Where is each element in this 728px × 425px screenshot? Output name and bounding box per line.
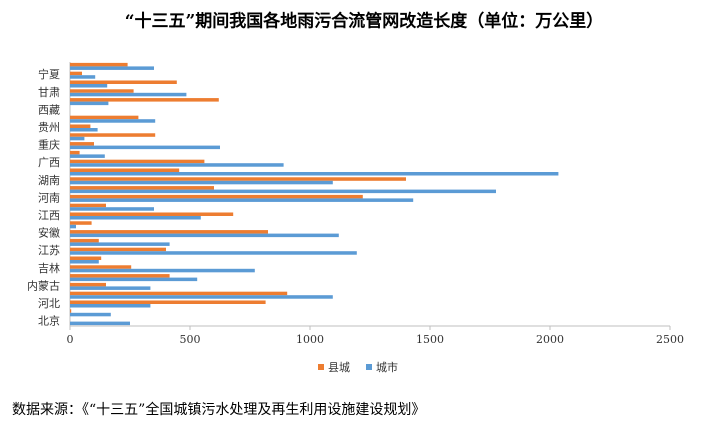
bar	[70, 128, 98, 132]
bar	[70, 304, 151, 308]
x-tick-label: 500	[180, 333, 201, 346]
y-tick-label: 吉林	[38, 261, 60, 275]
bar	[70, 177, 406, 181]
bar	[70, 212, 234, 216]
bar	[70, 98, 219, 102]
y-tick-label: 北京	[38, 314, 60, 328]
x-tick-label: 1500	[416, 333, 444, 346]
bar	[70, 168, 180, 172]
bar	[70, 291, 288, 296]
bar	[70, 186, 214, 190]
bar	[70, 277, 198, 282]
bar	[70, 233, 339, 238]
bar	[70, 295, 333, 299]
bar	[70, 194, 363, 199]
bar	[70, 84, 108, 88]
legend-label: 城市	[376, 360, 398, 374]
bar	[70, 119, 156, 123]
bar	[70, 282, 106, 287]
y-tick-label: 广西	[38, 156, 60, 169]
bar	[70, 247, 166, 252]
legend-swatch	[318, 364, 324, 370]
y-tick-label: 湖南	[38, 174, 60, 187]
bar	[70, 66, 154, 70]
bar	[70, 207, 154, 211]
bar	[70, 216, 201, 220]
bar	[70, 300, 266, 304]
legend-swatch	[366, 364, 372, 370]
bar	[70, 159, 205, 164]
bar	[70, 221, 92, 225]
bar	[70, 251, 357, 255]
x-tick-label: 2000	[536, 333, 564, 346]
bar	[70, 89, 134, 93]
y-tick-label: 西藏	[38, 103, 60, 116]
bar	[70, 242, 170, 246]
bar	[70, 142, 94, 146]
bar	[70, 163, 284, 167]
y-tick-label: 江苏	[38, 244, 60, 257]
y-tick-label: 甘肃	[38, 86, 60, 99]
x-tick-label: 2500	[656, 333, 684, 346]
bar	[70, 238, 99, 243]
x-tick-label: 0	[67, 333, 74, 346]
bar	[70, 101, 109, 106]
bar	[70, 274, 170, 278]
bar	[70, 75, 96, 79]
bar	[70, 180, 333, 185]
bar	[70, 265, 132, 269]
y-tick-label: 宁夏	[38, 67, 60, 81]
bar	[70, 224, 76, 229]
y-tick-label: 内蒙古	[27, 278, 60, 292]
bar	[70, 198, 414, 202]
legend-label: 县城	[328, 361, 350, 374]
bar	[70, 136, 85, 141]
bar	[70, 286, 151, 290]
bar	[70, 150, 80, 155]
x-tick-label: 1000	[296, 333, 324, 346]
y-tick-label: 贵州	[38, 121, 60, 134]
bar	[70, 189, 496, 194]
bar	[70, 124, 91, 128]
bar	[70, 260, 99, 264]
bar	[70, 145, 220, 150]
bar	[70, 80, 177, 84]
y-tick-label: 江西	[38, 209, 60, 222]
bar	[70, 309, 72, 313]
y-tick-label: 安徽	[38, 226, 60, 240]
source-note: 数据来源：《“十三五”全国城镇污水处理及再生利用设施建设规划》	[12, 401, 425, 418]
bar	[70, 256, 102, 260]
y-tick-label: 河北	[38, 297, 60, 310]
bar	[70, 230, 268, 234]
bar	[70, 71, 82, 76]
y-tick-label: 重庆	[38, 138, 60, 152]
bar	[70, 312, 111, 317]
bar	[70, 172, 559, 176]
bar	[70, 133, 156, 137]
y-tick-label: 河南	[38, 191, 60, 204]
bar	[70, 62, 128, 67]
bar	[70, 321, 130, 326]
chart-title: “十三五”期间我国各地雨污合流管网改造长度（单位：万公里）	[125, 11, 604, 32]
bar	[70, 92, 187, 97]
bar	[70, 203, 106, 208]
bar	[70, 268, 255, 273]
bar	[70, 154, 105, 158]
bar	[70, 115, 139, 120]
